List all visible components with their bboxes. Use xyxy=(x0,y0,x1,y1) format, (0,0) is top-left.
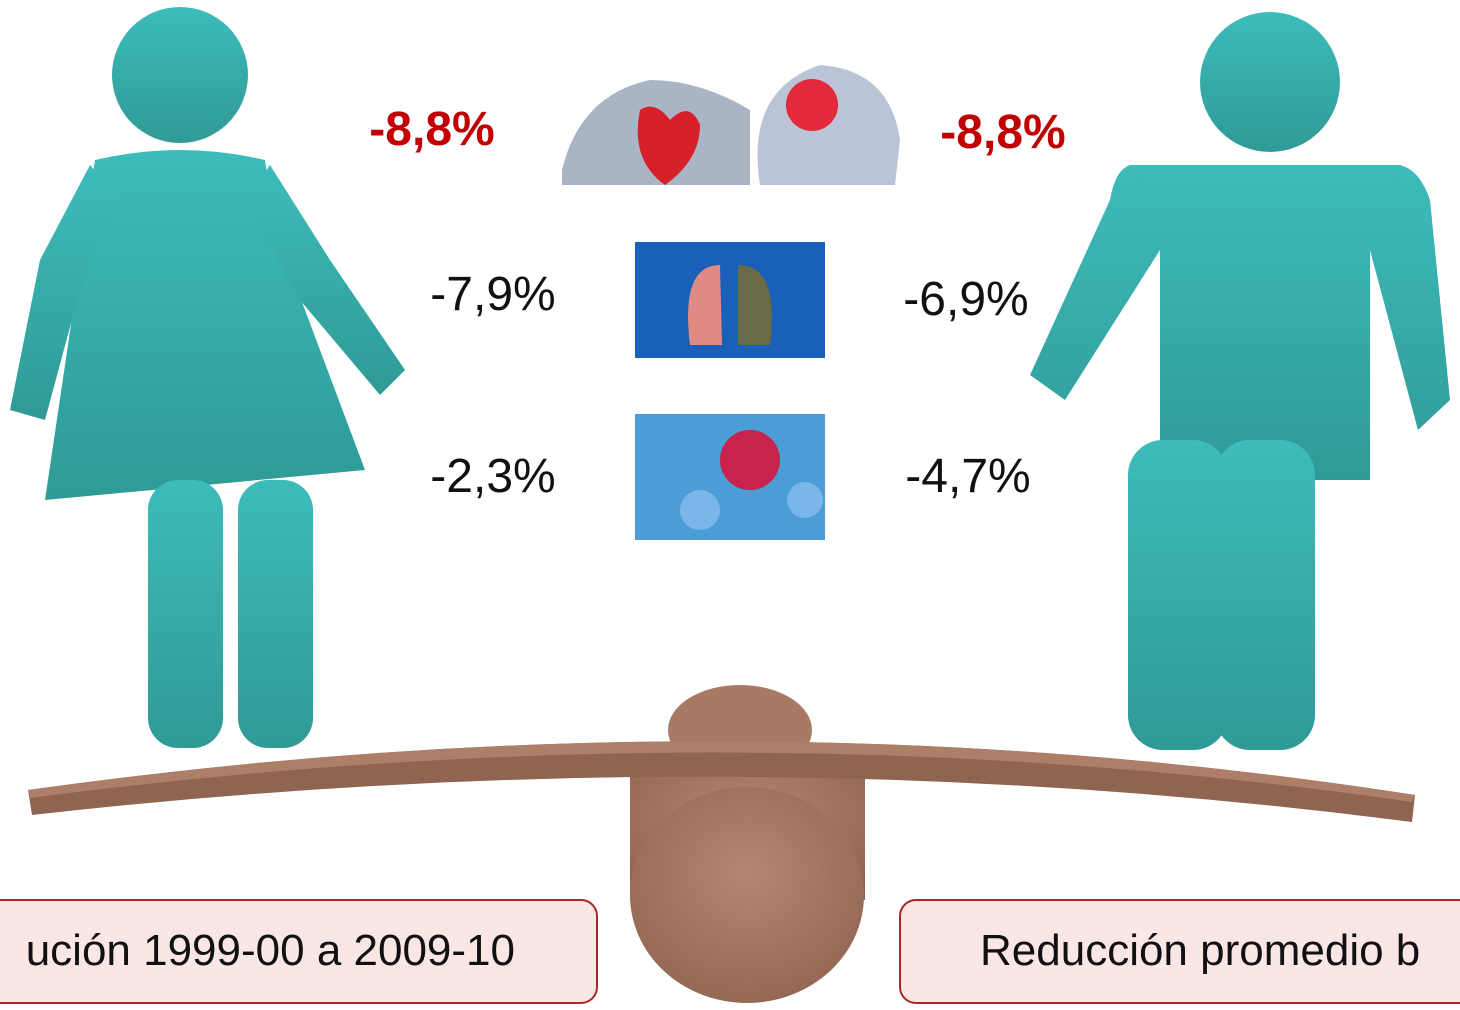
heart-brain-image xyxy=(562,65,900,185)
man-figure xyxy=(1030,12,1450,750)
fulcrum xyxy=(630,685,865,1003)
men-respiratory: -6,9% xyxy=(903,273,1028,326)
men-cardio: -8,8% xyxy=(940,106,1065,159)
plank-top xyxy=(28,741,1415,802)
woman-figure xyxy=(10,7,405,748)
lungs-image xyxy=(635,242,825,358)
caption-box-left xyxy=(0,899,598,1004)
women-cardio: -8,8% xyxy=(369,103,494,156)
men-cancer: -4,7% xyxy=(905,450,1030,503)
cancer-cell-image xyxy=(635,414,825,540)
caption-box-right xyxy=(899,899,1460,1004)
caption-right: Reducción promedio b xyxy=(980,926,1420,975)
caption-left: ución 1999-00 a 2009-10 xyxy=(26,926,515,975)
women-respiratory: -7,9% xyxy=(430,268,555,321)
women-cancer: -2,3% xyxy=(430,450,555,503)
